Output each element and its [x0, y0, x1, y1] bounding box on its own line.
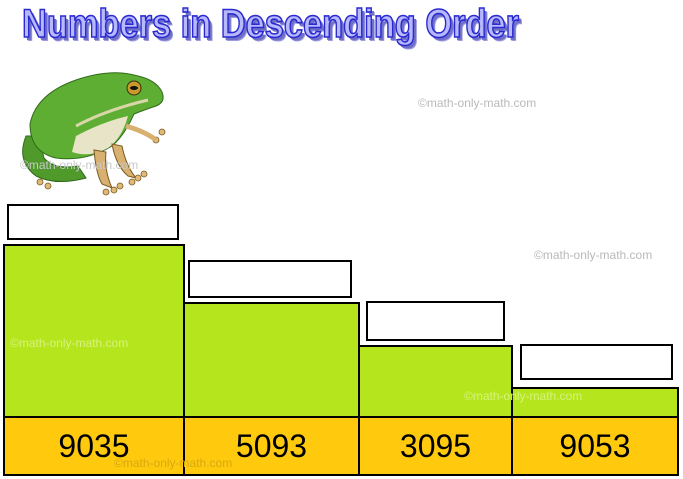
answer-box-3[interactable]: [366, 301, 505, 341]
number-1: 9035: [58, 427, 130, 464]
number-3: 3095: [399, 427, 472, 464]
number-cell-3: 3095: [358, 416, 513, 476]
answer-box-4[interactable]: [520, 344, 673, 380]
watermark-4: ©math-only-math.com: [10, 336, 129, 350]
page-title: Numbers in Descending Order: [21, 1, 520, 47]
answer-box-2[interactable]: [188, 260, 352, 298]
watermark-5: ©math-only-math.com: [464, 389, 583, 403]
answer-box-1[interactable]: [7, 204, 179, 240]
watermark-6: ©math-only-math.com: [114, 456, 233, 470]
number-4: 9053: [559, 427, 631, 464]
watermark-1: ©math-only-math.com: [418, 96, 537, 110]
step-1: [3, 244, 185, 418]
number-cell-4: 9053: [511, 416, 679, 476]
watermark-2: ©math-only-math.com: [20, 158, 139, 172]
number-2: 5093: [235, 427, 308, 464]
watermark-3: ©math-only-math.com: [534, 248, 653, 262]
step-3: [358, 345, 513, 418]
step-2: [183, 302, 360, 418]
frog-icon: [16, 66, 168, 200]
number-cell-2: 5093: [183, 416, 360, 476]
